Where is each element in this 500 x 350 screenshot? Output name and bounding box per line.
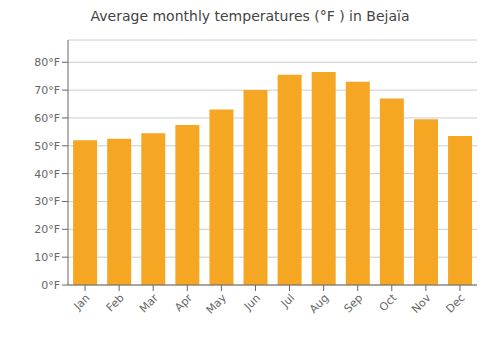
svg-text:Jul: Jul [278, 291, 297, 310]
svg-text:Jun: Jun [241, 291, 263, 313]
svg-text:May: May [204, 291, 230, 317]
svg-text:Aug: Aug [307, 291, 331, 315]
svg-text:0°F: 0°F [41, 279, 60, 292]
svg-text:30°F: 30°F [34, 195, 60, 208]
svg-text:Feb: Feb [104, 291, 127, 314]
svg-text:20°F: 20°F [34, 223, 60, 236]
html-text:Average monthly temperatures (: Average monthly temperatures (°F ) in Be… [90, 8, 410, 24]
svg-text:Oct: Oct [377, 291, 400, 314]
svg-text:60°F: 60°F [34, 112, 60, 125]
svg-text:40°F: 40°F [34, 168, 60, 181]
svg-text:10°F: 10°F [34, 251, 60, 264]
svg-text:80°F: 80°F [34, 56, 60, 69]
svg-text:Jan: Jan [71, 291, 93, 313]
svg-text:Mar: Mar [137, 291, 161, 315]
svg-text:Sep: Sep [341, 291, 365, 315]
svg-text:50°F: 50°F [34, 140, 60, 153]
svg-text:Dec: Dec [443, 291, 467, 315]
svg-text:Apr: Apr [172, 291, 195, 314]
svg-text:70°F: 70°F [34, 84, 60, 97]
svg-text:Nov: Nov [409, 291, 434, 316]
